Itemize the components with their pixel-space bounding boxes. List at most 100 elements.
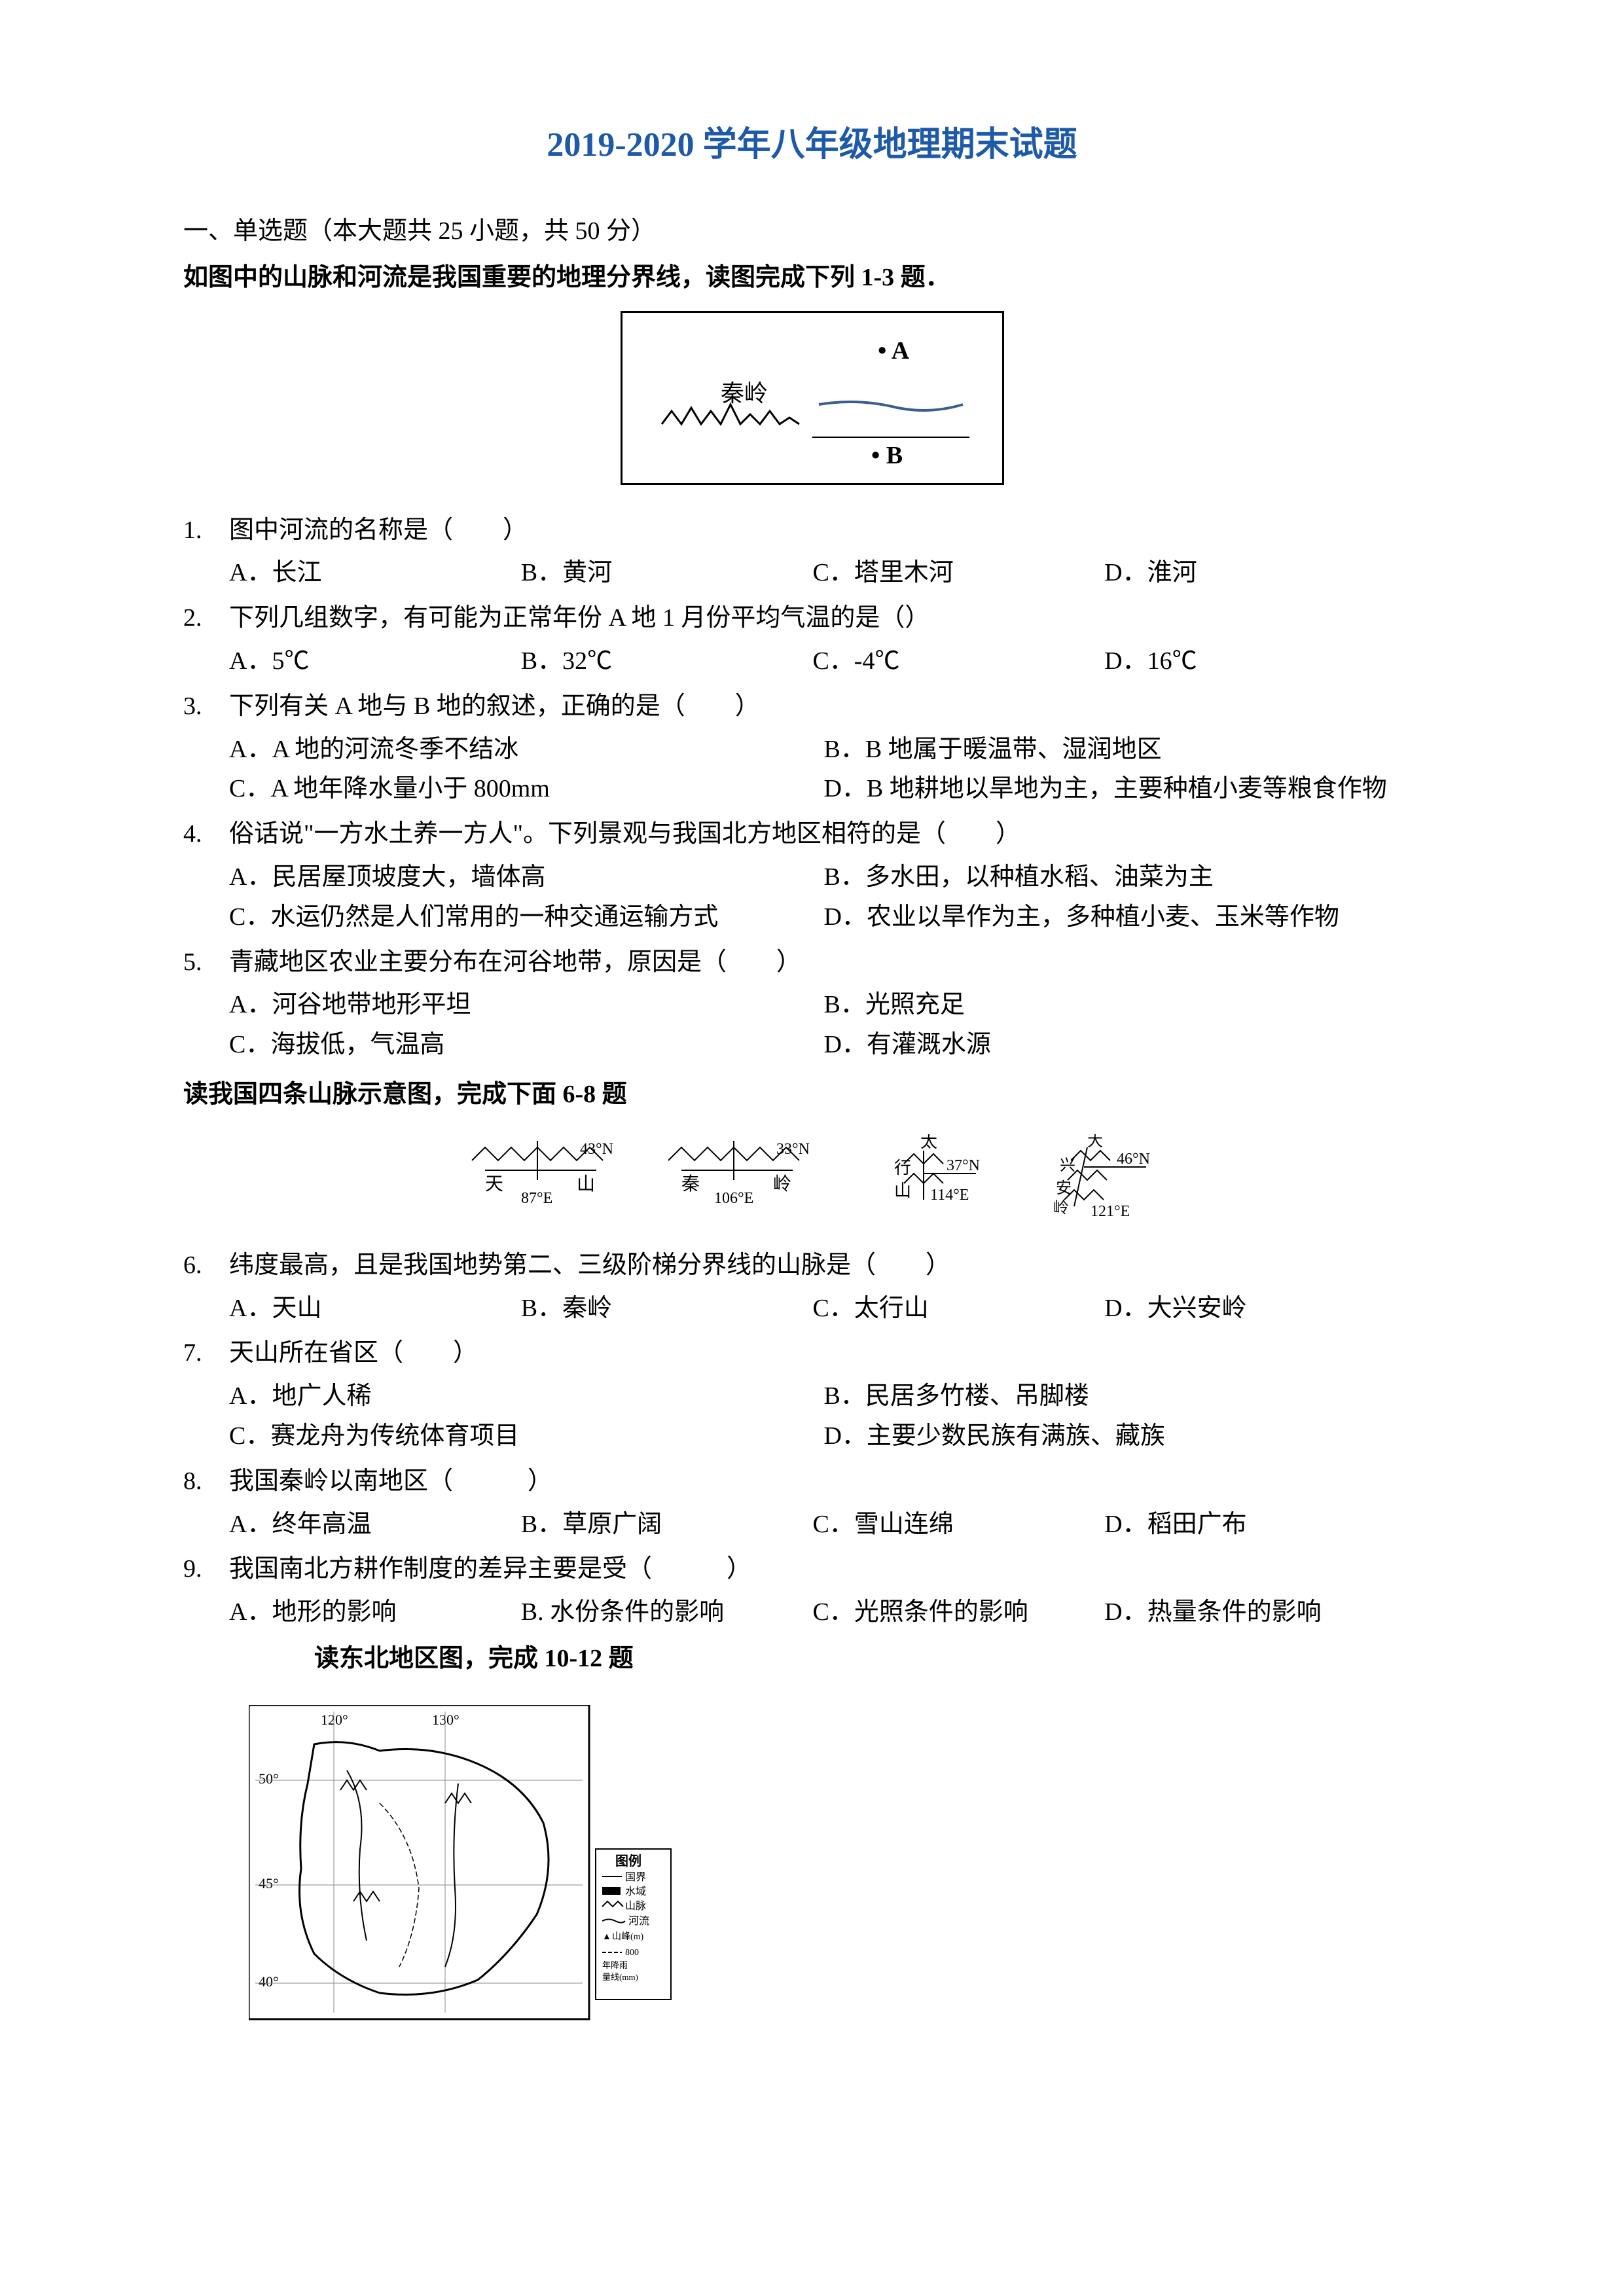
options-row: A．终年高温B．草原广阔C．雪山连绵D．稻田广布: [229, 1505, 1441, 1545]
options-row: A．5℃ B．32℃ C．-4℃ D．16℃: [229, 641, 1441, 681]
question: 7.天山所在省区（ ）A．地广人稀 B．民居多竹楼、吊脚楼 C．赛龙舟为传统体育项目…: [183, 1333, 1441, 1456]
option: D．有灌溉水源: [823, 1025, 1405, 1065]
option: A．民居屋顶坡度大，墙体高: [229, 857, 810, 897]
svg-text:山: 山: [577, 1174, 595, 1194]
svg-text:50°: 50°: [259, 1770, 279, 1787]
question-body: 俗话说"一方水土养一方人"。下列景观与我国北方地区相符的是（ ）A．民居屋顶坡度…: [229, 814, 1441, 937]
question: 8.我国秦岭以南地区（ ）A．终年高温B．草原广阔C．雪山连绵D．稻田广布: [183, 1462, 1441, 1545]
point-b-label: • B: [871, 442, 903, 469]
option: B．光照充足: [823, 985, 1405, 1025]
svg-text:山峰(m): 山峰(m): [612, 1931, 644, 1942]
svg-text:▲: ▲: [602, 1932, 611, 1942]
mountain-daxinganling: 大 兴 安 岭 46°N 121°E: [1028, 1134, 1159, 1226]
question-number: 2.: [183, 598, 229, 681]
svg-text:33°N: 33°N: [776, 1141, 810, 1158]
option: D．16℃: [1104, 641, 1383, 681]
question: 3.下列有关 A 地与 B 地的叙述，正确的是（ ） A．A 地的河流冬季不结冰B…: [183, 687, 1441, 809]
svg-text:130°: 130°: [432, 1712, 460, 1728]
question-text: 我国南北方耕作制度的差异主要是受（ ）: [229, 1549, 1441, 1589]
option: D．大兴安岭: [1104, 1289, 1383, 1329]
question-body: 天山所在省区（ ）A．地广人稀 B．民居多竹楼、吊脚楼 C．赛龙舟为传统体育项目 D．…: [229, 1333, 1441, 1456]
svg-text:114°E: 114°E: [930, 1187, 969, 1204]
option: B．B 地属于暖温带、湿润地区: [823, 730, 1405, 770]
svg-text:46°N: 46°N: [1117, 1151, 1150, 1168]
page-title: 2019-2020 学年八年级地理期末试题: [183, 118, 1441, 172]
option: B．32℃: [521, 641, 800, 681]
svg-text:河流: 河流: [628, 1915, 649, 1927]
question: 4.俗话说"一方水土养一方人"。下列景观与我国北方地区相符的是（ ）A．民居屋顶…: [183, 814, 1441, 937]
options-row: A．地形的影响B. 水份条件的影响C．光照条件的影响D．热量条件的影响: [229, 1592, 1441, 1632]
question-text: 俗话说"一方水土养一方人"。下列景观与我国北方地区相符的是（ ）: [229, 814, 1441, 854]
question-number: 3.: [183, 687, 229, 809]
option: C．赛龙舟为传统体育项目: [229, 1416, 810, 1456]
svg-text:大: 大: [1087, 1134, 1103, 1150]
option: D．热量条件的影响: [1104, 1592, 1383, 1632]
question: 9.我国南北方耕作制度的差异主要是受（ ）A．地形的影响B. 水份条件的影响C．…: [183, 1549, 1441, 1632]
question-body: 下列几组数字，有可能为正常年份 A 地 1 月份平均气温的是（）A．5℃B．32…: [229, 598, 1441, 681]
mountain-taihang: 太 行 山 37°N 114°E: [858, 1134, 989, 1226]
question-text: 下列有关 A 地与 B 地的叙述，正确的是（ ）: [229, 687, 1441, 726]
options-row: A．民居屋顶坡度大，墙体高B．多水田，以种植水稻、油菜为主C．水运仍然是人们常用…: [229, 857, 1441, 937]
mountain-qinling: 33°N 秦 岭 106°E: [662, 1134, 819, 1226]
option: D．主要少数民族有满族、藏族: [823, 1416, 1405, 1456]
svg-text:国界: 国界: [625, 1871, 646, 1883]
svg-text:图例: 图例: [615, 1853, 641, 1869]
question-number: 9.: [183, 1549, 229, 1632]
svg-text:太: 太: [920, 1134, 937, 1151]
option: D．农业以旱作为主，多种植小麦、玉米等作物: [823, 897, 1405, 937]
options-row: A．长江B．黄河C．塔里木河D．淮河: [229, 553, 1441, 593]
mountains-diagram: 43°N 天 山 87°E 33°N 秦 岭 106°E 太 行 山 37°N …: [183, 1134, 1441, 1226]
question-number: 7.: [183, 1333, 229, 1456]
option: B．黄河: [521, 553, 800, 593]
diagram-qinling: 秦岭 • A • B: [183, 311, 1441, 497]
svg-text:40°: 40°: [259, 1973, 279, 1990]
question: 5.青藏地区农业主要分布在河谷地带，原因是（ ）A．河谷地带地形平坦B．光照充足…: [183, 942, 1441, 1065]
svg-text:天: 天: [485, 1174, 503, 1194]
svg-text:水域: 水域: [625, 1886, 646, 1897]
options-row: A．地广人稀 B．民居多竹楼、吊脚楼 C．赛龙舟为传统体育项目 D．主要少数民族有满族…: [229, 1376, 1441, 1456]
svg-text:120°: 120°: [321, 1712, 348, 1728]
question-body: 下列有关 A 地与 B 地的叙述，正确的是（ ） A．A 地的河流冬季不结冰B．B…: [229, 687, 1441, 809]
question-text: 天山所在省区（ ）: [229, 1333, 1441, 1373]
svg-text:山: 山: [894, 1181, 911, 1200]
option: A．河谷地带地形平坦: [229, 985, 810, 1025]
option: D．淮河: [1104, 553, 1383, 593]
svg-text:800: 800: [625, 1948, 639, 1958]
svg-text:量线(mm): 量线(mm): [602, 1972, 638, 1982]
svg-text:87°E: 87°E: [521, 1190, 552, 1206]
question-text: 图中河流的名称是（ ）: [229, 511, 1441, 550]
instruction-1: 如图中的山脉和河流是我国重要的地理分界线，读图完成下列 1-3 题．: [183, 258, 1441, 298]
svg-text:43°N: 43°N: [580, 1141, 613, 1158]
option: C．-4℃: [812, 641, 1091, 681]
option: B．多水田，以种植水稻、油菜为主: [823, 857, 1405, 897]
svg-text:年降雨: 年降雨: [602, 1960, 628, 1970]
option: C．A 地年降水量小于 800mm: [229, 769, 810, 809]
question-text: 青藏地区农业主要分布在河谷地带，原因是（ ）: [229, 942, 1441, 982]
options-row: A．天山 B．秦岭 C．太行山 D．大兴安岭: [229, 1289, 1441, 1329]
option: C．光照条件的影响: [812, 1592, 1091, 1632]
option: A．长江: [229, 553, 508, 593]
option: B．秦岭: [521, 1289, 800, 1329]
option: B．民居多竹楼、吊脚楼: [823, 1376, 1405, 1416]
option: A．天山: [229, 1289, 508, 1329]
option: C．太行山: [812, 1289, 1091, 1329]
question-number: 1.: [183, 511, 229, 594]
question: 2.下列几组数字，有可能为正常年份 A 地 1 月份平均气温的是（）A．5℃B．…: [183, 598, 1441, 681]
option: D．稻田广布: [1104, 1505, 1383, 1545]
svg-text:兴: 兴: [1060, 1157, 1075, 1174]
option: D．B 地耕地以旱地为主，主要种植小麦等粮食作物: [823, 769, 1405, 809]
question-number: 6.: [183, 1246, 229, 1329]
question: 6.纬度最高，且是我国地势第二、三级阶梯分界线的山脉是（ ）A．天山B．秦岭C．…: [183, 1246, 1441, 1329]
option: A．地广人稀: [229, 1376, 810, 1416]
point-a-label: • A: [878, 337, 910, 365]
option: A．5℃: [229, 641, 508, 681]
northeast-map: 120° 130° 50° 45° 40° 图例 国界 水域 山脉 河流 ▲ 山…: [249, 1705, 1441, 2032]
options-row: A．A 地的河流冬季不结冰B．B 地属于暖温带、湿润地区C．A 地年降水量小于 …: [229, 730, 1441, 810]
section-header: 一、单选题（本大题共 25 小题，共 50 分）: [183, 211, 1441, 251]
svg-text:37°N: 37°N: [947, 1157, 980, 1174]
option: A．终年高温: [229, 1505, 508, 1545]
option: C．雪山连绵: [812, 1505, 1091, 1545]
question-body: 我国秦岭以南地区（ ）A．终年高温B．草原广阔C．雪山连绵D．稻田广布: [229, 1462, 1441, 1545]
question-number: 8.: [183, 1462, 229, 1545]
svg-text:121°E: 121°E: [1091, 1203, 1130, 1220]
